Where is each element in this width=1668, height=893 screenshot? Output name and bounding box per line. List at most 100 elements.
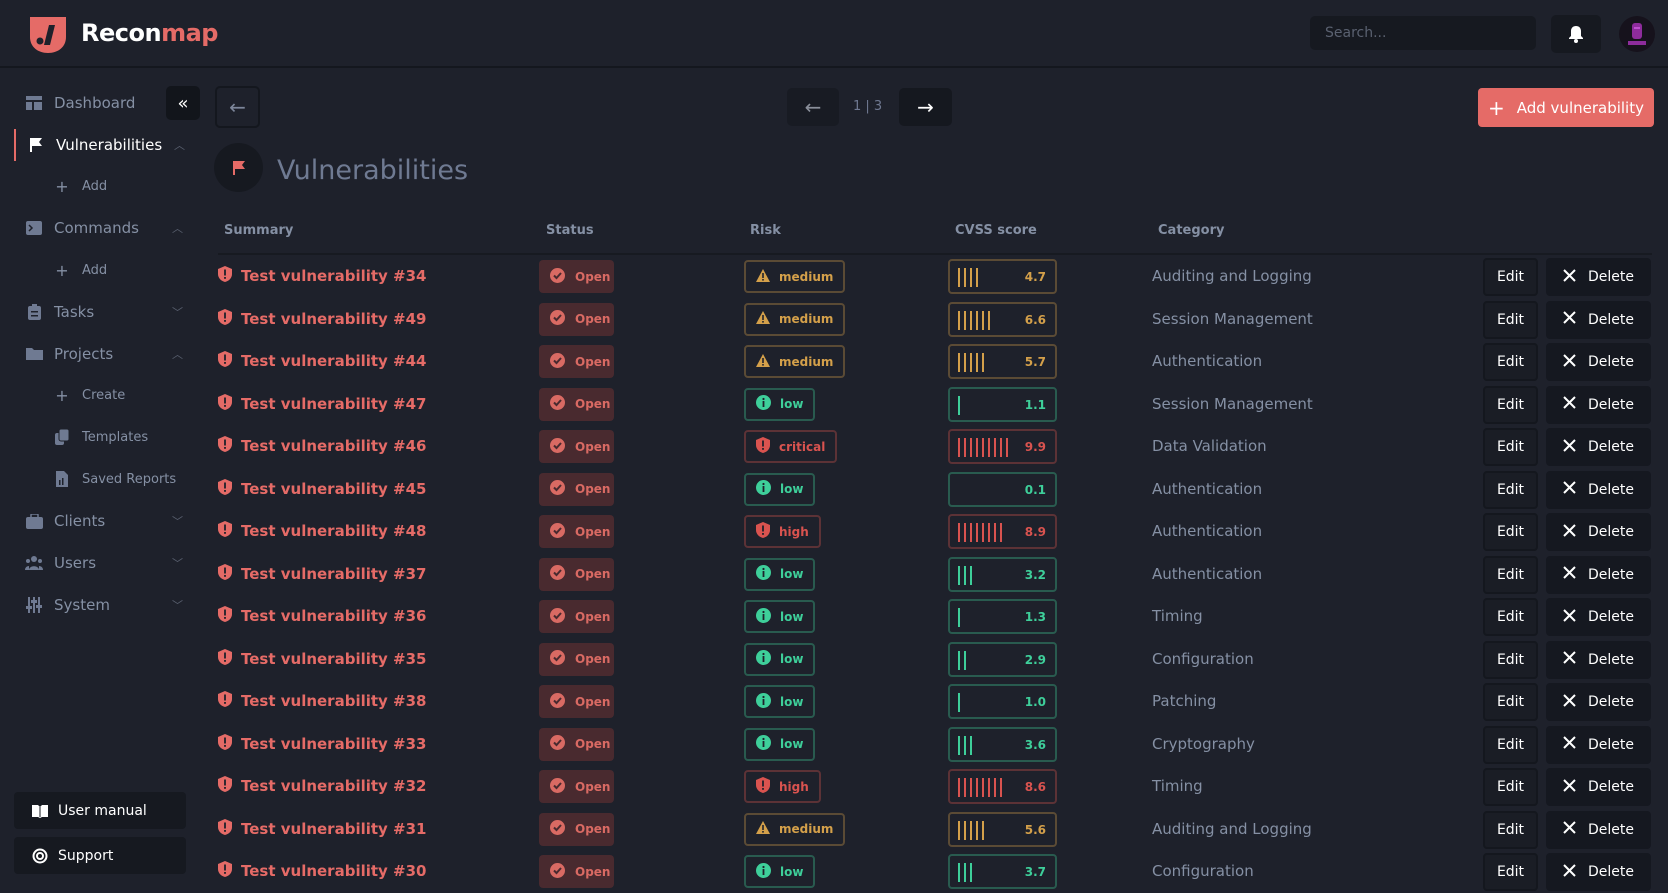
summary-text[interactable]: Test vulnerability #38 bbox=[241, 692, 427, 710]
delete-label: Delete bbox=[1588, 779, 1634, 795]
delete-button[interactable]: Delete bbox=[1546, 428, 1651, 466]
delete-button[interactable]: Delete bbox=[1546, 470, 1651, 509]
edit-button[interactable]: Edit bbox=[1483, 683, 1538, 721]
summary-text[interactable]: Test vulnerability #32 bbox=[241, 777, 427, 795]
sidebar-item-clients[interactable]: Clients ﹀ bbox=[14, 505, 189, 537]
summary-link[interactable]: Test vulnerability #37 bbox=[218, 563, 427, 584]
next-page-button[interactable]: → bbox=[899, 88, 952, 126]
edit-button[interactable]: Edit bbox=[1483, 598, 1538, 636]
chevron-up-icon[interactable]: ︿ bbox=[172, 347, 183, 361]
summary-text[interactable]: Test vulnerability #44 bbox=[241, 352, 427, 370]
delete-button[interactable]: Delete bbox=[1546, 343, 1651, 381]
delete-button[interactable]: Delete bbox=[1546, 385, 1651, 424]
summary-link[interactable]: Test vulnerability #47 bbox=[218, 393, 427, 414]
summary-link[interactable]: Test vulnerability #46 bbox=[218, 436, 426, 456]
summary-link[interactable]: Test vulnerability #32 bbox=[218, 776, 426, 796]
chevron-down-icon[interactable]: ﹀ bbox=[172, 515, 183, 528]
summary-link[interactable]: Test vulnerability #35 bbox=[218, 648, 427, 669]
summary-text[interactable]: Test vulnerability #48 bbox=[241, 522, 427, 540]
summary-text[interactable]: Test vulnerability #36 bbox=[241, 607, 427, 625]
summary-text[interactable]: Test vulnerability #37 bbox=[241, 564, 427, 583]
summary-link[interactable]: Test vulnerability #36 bbox=[218, 606, 426, 626]
sidebar-item-create[interactable]: + Create bbox=[14, 380, 189, 412]
edit-button[interactable]: Edit bbox=[1483, 810, 1538, 849]
edit-button[interactable]: Edit bbox=[1483, 768, 1538, 806]
edit-button[interactable]: Edit bbox=[1483, 470, 1538, 509]
edit-button[interactable]: Edit bbox=[1483, 300, 1538, 339]
column-header-category[interactable]: Category bbox=[1158, 223, 1225, 238]
previous-page-button[interactable]: ← bbox=[787, 88, 839, 126]
delete-button[interactable]: Delete bbox=[1546, 810, 1651, 849]
delete-button[interactable]: Delete bbox=[1546, 768, 1651, 806]
edit-button[interactable]: Edit bbox=[1483, 853, 1538, 891]
column-header-risk[interactable]: Risk bbox=[750, 223, 781, 238]
summary-link[interactable]: Test vulnerability #34 bbox=[218, 266, 426, 286]
summary-text[interactable]: Test vulnerability #47 bbox=[241, 394, 427, 413]
edit-button[interactable]: Edit bbox=[1483, 725, 1538, 764]
sidebar-item-projects[interactable]: Projects ︿ bbox=[14, 338, 189, 370]
sidebar-item-templates[interactable]: Templates bbox=[14, 421, 189, 453]
summary-link[interactable]: Test vulnerability #30 bbox=[218, 861, 426, 881]
sidebar-item-add[interactable]: + Add bbox=[14, 254, 189, 286]
delete-button[interactable]: Delete bbox=[1546, 598, 1651, 636]
chevron-up-icon[interactable]: ︿ bbox=[174, 138, 185, 152]
column-header-summary[interactable]: Summary bbox=[224, 223, 294, 238]
summary-link[interactable]: Test vulnerability #45 bbox=[218, 478, 427, 499]
notifications-button[interactable] bbox=[1551, 15, 1601, 53]
summary-link[interactable]: Test vulnerability #33 bbox=[218, 733, 427, 754]
delete-button[interactable]: Delete bbox=[1546, 258, 1651, 296]
support-button[interactable]: Support bbox=[14, 837, 186, 874]
sidebar-item-vulnerabilities[interactable]: Vulnerabilities ︿ bbox=[14, 128, 189, 161]
edit-button[interactable]: Edit bbox=[1483, 513, 1538, 551]
close-icon bbox=[1563, 821, 1576, 838]
chevron-down-icon[interactable]: ﹀ bbox=[172, 556, 183, 570]
delete-button[interactable]: Delete bbox=[1546, 683, 1651, 721]
sidebar-item-commands[interactable]: Commands ︿ bbox=[14, 212, 189, 244]
sidebar-item-users[interactable]: Users ﹀ bbox=[14, 547, 189, 579]
delete-button[interactable]: Delete bbox=[1546, 853, 1651, 891]
delete-button[interactable]: Delete bbox=[1546, 640, 1651, 679]
edit-button[interactable]: Edit bbox=[1483, 555, 1538, 594]
summary-text[interactable]: Test vulnerability #49 bbox=[241, 309, 427, 328]
column-header-cvss[interactable]: CVSS score bbox=[955, 223, 1037, 238]
delete-button[interactable]: Delete bbox=[1546, 725, 1651, 764]
summary-text[interactable]: Test vulnerability #45 bbox=[241, 479, 427, 498]
delete-button[interactable]: Delete bbox=[1546, 513, 1651, 551]
summary-link[interactable]: Test vulnerability #49 bbox=[218, 308, 427, 329]
sidebar-item-system[interactable]: System ﹀ bbox=[14, 589, 189, 621]
summary-text[interactable]: Test vulnerability #31 bbox=[241, 819, 427, 838]
sidebar-item-saved-reports[interactable]: Saved Reports bbox=[14, 463, 189, 495]
summary-text[interactable]: Test vulnerability #30 bbox=[241, 862, 427, 880]
edit-button[interactable]: Edit bbox=[1483, 428, 1538, 466]
edit-button[interactable]: Edit bbox=[1483, 385, 1538, 424]
summary-link[interactable]: Test vulnerability #38 bbox=[218, 691, 426, 711]
edit-button[interactable]: Edit bbox=[1483, 640, 1538, 679]
search-input[interactable] bbox=[1310, 16, 1536, 50]
reconmap-logo[interactable] bbox=[28, 15, 68, 55]
summary-link[interactable]: Test vulnerability #48 bbox=[218, 521, 426, 541]
delete-button[interactable]: Delete bbox=[1546, 555, 1651, 594]
sidebar-item-dashboard[interactable]: Dashboard bbox=[14, 87, 189, 119]
back-button[interactable]: ← bbox=[215, 86, 260, 128]
summary-text[interactable]: Test vulnerability #46 bbox=[241, 437, 427, 455]
chevron-down-icon[interactable]: ﹀ bbox=[172, 306, 183, 319]
edit-button[interactable]: Edit bbox=[1483, 343, 1538, 381]
shield-alert-icon bbox=[218, 266, 232, 286]
summary-link[interactable]: Test vulnerability #44 bbox=[218, 351, 426, 371]
delete-button[interactable]: Delete bbox=[1546, 300, 1651, 339]
add-vulnerability-button[interactable]: + Add vulnerability bbox=[1478, 88, 1654, 127]
summary-text[interactable]: Test vulnerability #35 bbox=[241, 649, 427, 668]
column-header-status[interactable]: Status bbox=[546, 223, 594, 238]
sidebar-item-tasks[interactable]: Tasks ﹀ bbox=[14, 296, 189, 328]
user-manual-button[interactable]: User manual bbox=[14, 792, 186, 829]
user-avatar[interactable] bbox=[1619, 16, 1655, 52]
edit-button[interactable]: Edit bbox=[1483, 258, 1538, 296]
sidebar-item-add[interactable]: + Add bbox=[14, 171, 189, 203]
cvss-bar bbox=[976, 523, 978, 542]
chevron-down-icon[interactable]: ﹀ bbox=[172, 598, 183, 612]
summary-link[interactable]: Test vulnerability #31 bbox=[218, 818, 427, 839]
summary-text[interactable]: Test vulnerability #33 bbox=[241, 734, 427, 753]
chevron-up-icon[interactable]: ︿ bbox=[172, 222, 183, 236]
collapse-sidebar-button[interactable]: « bbox=[166, 86, 200, 120]
summary-text[interactable]: Test vulnerability #34 bbox=[241, 267, 427, 285]
